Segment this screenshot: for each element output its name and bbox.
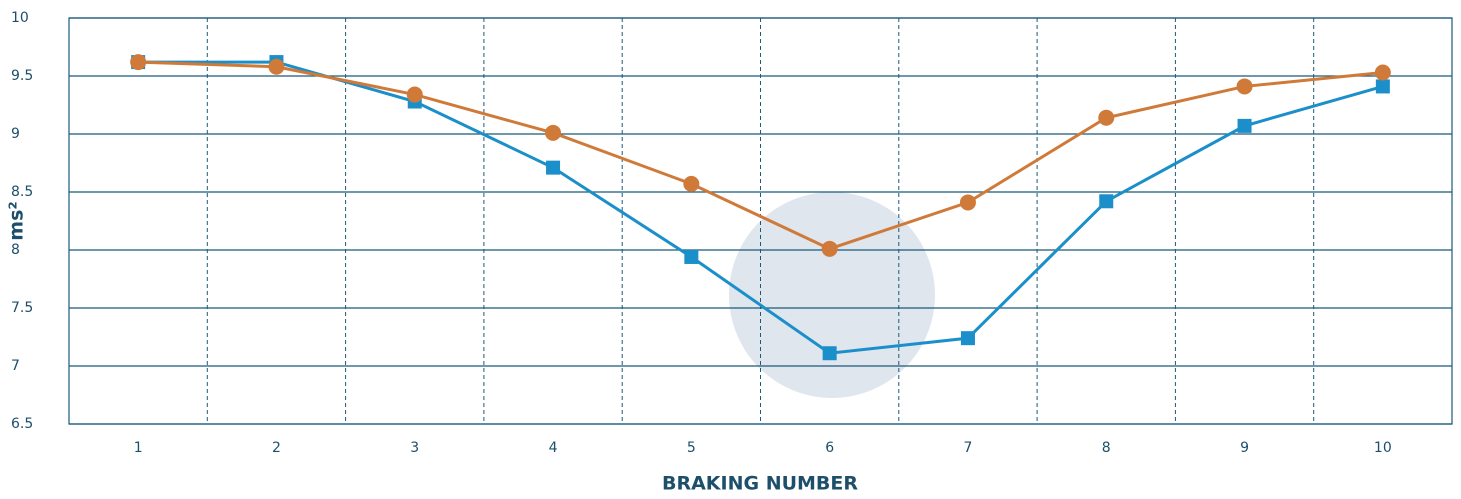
x-tick-label: 4: [549, 440, 558, 456]
data-point: [821, 240, 838, 257]
y-tick-label: 7.5: [11, 300, 33, 316]
data-point: [1237, 118, 1252, 133]
x-tick-label: 2: [272, 440, 281, 456]
data-point: [683, 175, 700, 192]
data-point: [822, 346, 837, 361]
y-tick-label: 7: [11, 358, 20, 374]
y-tick-label: 6.5: [11, 416, 33, 432]
data-point: [1236, 78, 1253, 95]
y-tick-label: 9.5: [11, 68, 33, 84]
x-tick-label: 7: [963, 440, 972, 456]
data-point: [406, 86, 423, 103]
data-point: [546, 160, 561, 175]
y-tick-label: 9: [11, 126, 20, 142]
data-point: [959, 194, 976, 211]
x-tick-label: 9: [1240, 440, 1249, 456]
x-tick-label: 1: [134, 440, 143, 456]
data-point: [130, 54, 147, 71]
data-point: [1374, 64, 1391, 81]
x-tick-label: 10: [1374, 440, 1392, 456]
data-point: [1099, 194, 1114, 209]
x-tick-label: 8: [1102, 440, 1111, 456]
y-tick-label: 8: [11, 242, 20, 258]
y-axis-label: ms²: [6, 201, 28, 240]
x-tick-label: 3: [410, 440, 419, 456]
x-axis-label: BRAKING NUMBER: [662, 473, 858, 495]
data-point: [684, 249, 699, 264]
data-point: [1098, 109, 1115, 126]
y-tick-label: 10: [11, 10, 29, 26]
x-tick-label: 5: [687, 440, 696, 456]
plot-border: [68, 17, 1453, 425]
data-point: [960, 331, 975, 346]
x-tick-label: 6: [825, 440, 834, 456]
series-line: [138, 60, 1384, 251]
data-point: [545, 124, 562, 141]
data-point: [268, 58, 285, 75]
y-tick-label: 8.5: [11, 184, 33, 200]
data-point: [1375, 79, 1390, 94]
